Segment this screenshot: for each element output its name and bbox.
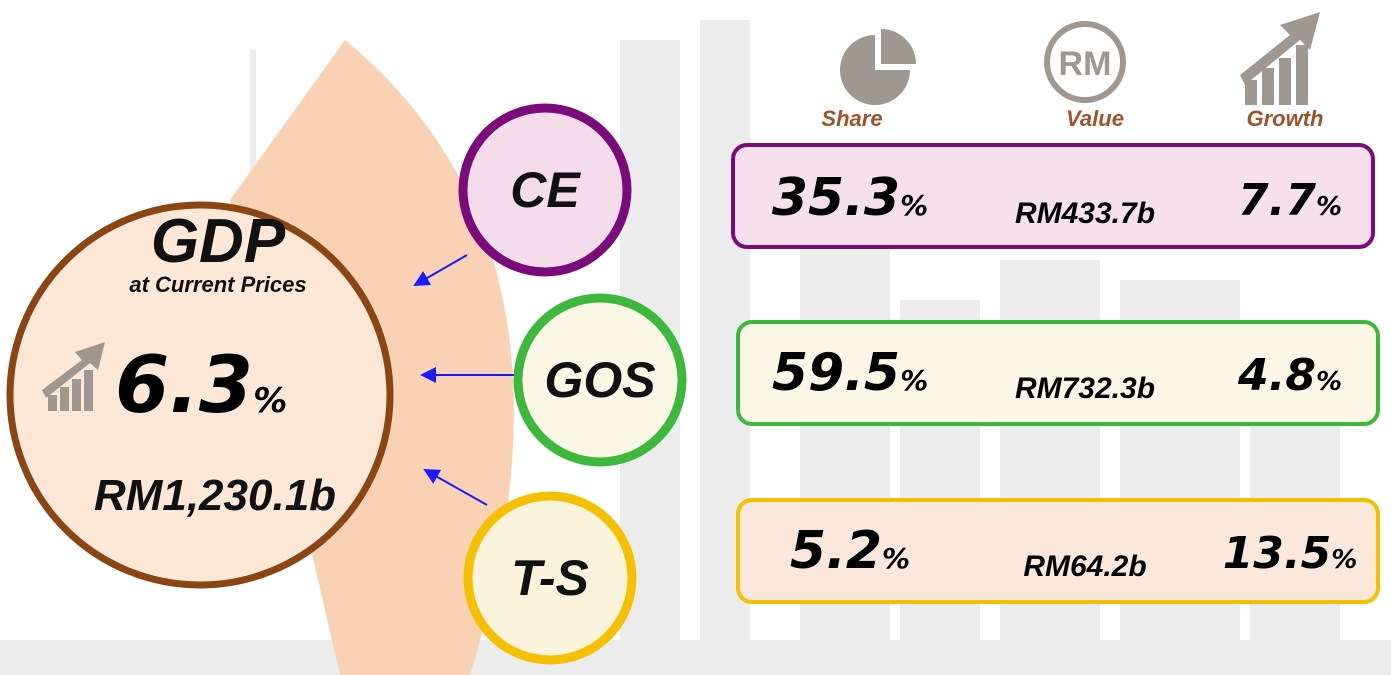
value-icon: RM [1047, 24, 1123, 100]
gdp-subtitle: at Current Prices [129, 272, 306, 297]
value-icon-text: RM [1059, 45, 1112, 83]
value: RM433.7b [1015, 197, 1155, 230]
value: RM64.2b [1023, 550, 1146, 583]
share-icon [840, 29, 916, 105]
gdp-growth-unit: % [253, 381, 287, 421]
share-unit: % [900, 364, 928, 397]
gdp-value: RM1,230.1b [94, 471, 336, 520]
infographic: RM Share Value Growth GDP at Current Pri… [0, 0, 1391, 675]
header-growth: Growth [1247, 106, 1324, 131]
growth-unit: % [1316, 367, 1342, 397]
growth-unit: % [1331, 545, 1357, 575]
growth-icon [1240, 12, 1320, 105]
component-label: GOS [544, 352, 655, 408]
share-number: 59.5 [772, 343, 900, 403]
components: CE 35.3% RM433.7b 7.7% GOS 59.5% RM732.3b 4.8% T… [463, 108, 1378, 660]
growth-number: 7.7 [1238, 175, 1316, 226]
gdp-title: GDP [151, 207, 286, 276]
share-number: 5.2 [790, 521, 882, 581]
value: RM732.3b [1015, 372, 1155, 405]
share-unit: % [900, 189, 928, 222]
share-unit: % [882, 542, 910, 575]
header-value: Value [1066, 106, 1124, 131]
gdp-growth-number: 6.3 [115, 341, 253, 431]
share-number: 35.3 [772, 168, 900, 228]
header-share: Share [821, 106, 882, 131]
growth-unit: % [1316, 192, 1342, 222]
growth-number: 13.5 [1223, 528, 1332, 579]
component-label: CE [510, 162, 581, 218]
growth-number: 4.8 [1237, 350, 1316, 401]
component-label: T-S [511, 550, 589, 606]
